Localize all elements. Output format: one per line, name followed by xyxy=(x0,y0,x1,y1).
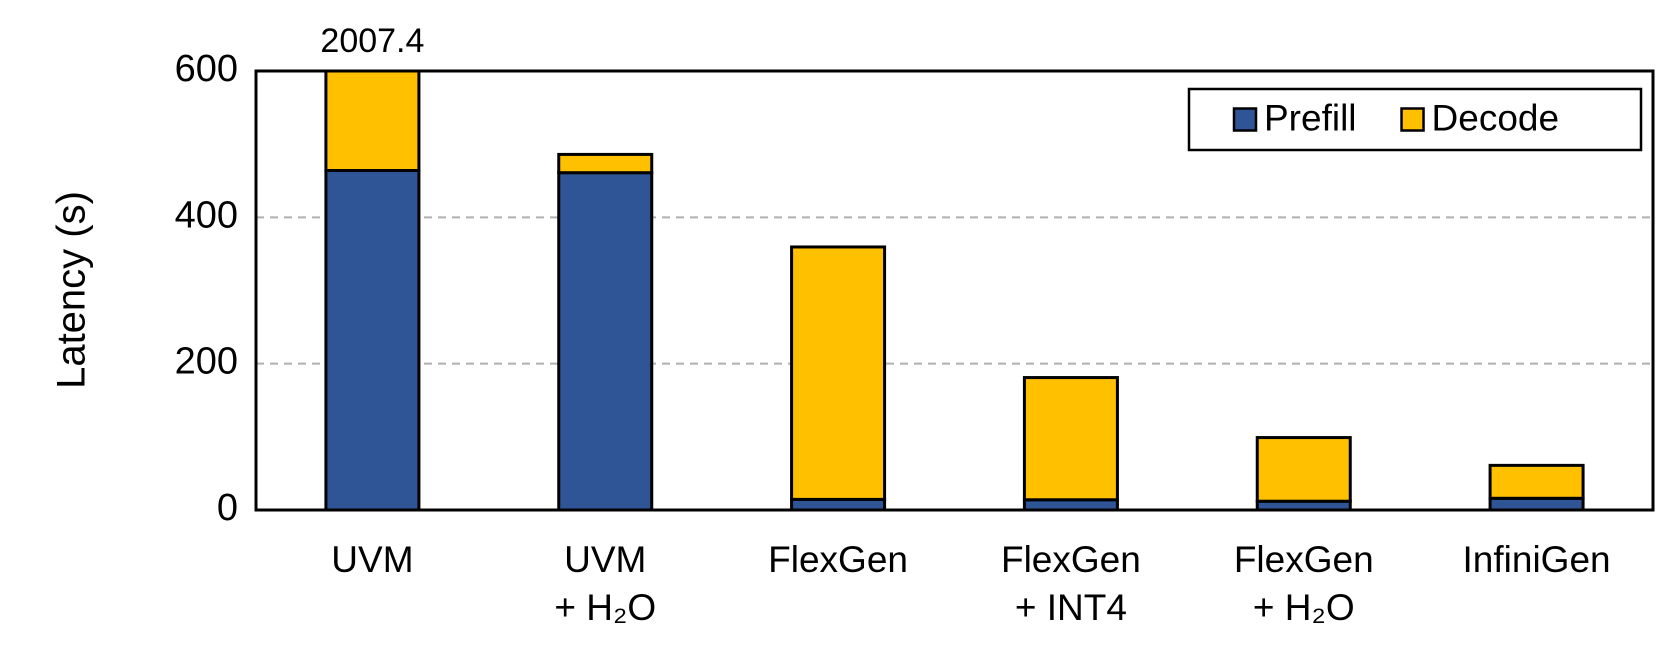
bar-segment xyxy=(790,245,887,501)
bar-segment xyxy=(324,71,421,173)
legend-swatch xyxy=(1232,107,1258,132)
bar-segment xyxy=(1022,498,1119,510)
bar-segment xyxy=(1488,496,1585,510)
y-tick-label: 0 xyxy=(217,487,238,529)
bar-segment xyxy=(790,497,887,510)
legend-swatch xyxy=(1400,107,1425,132)
bars xyxy=(324,71,1585,510)
x-tick-label: FlexGen xyxy=(1001,539,1141,580)
y-tick-label: 200 xyxy=(175,341,238,383)
x-tick-label: InfiniGen xyxy=(1463,539,1611,580)
x-tick-label: UVM xyxy=(331,539,413,580)
bar-segment xyxy=(324,169,421,510)
x-tick-label: + INT4 xyxy=(1015,587,1127,628)
y-axis-label: Latency (s) xyxy=(50,191,94,389)
bar-segment xyxy=(1022,376,1119,502)
x-tick-label: + H₂O xyxy=(1253,587,1355,628)
y-tick-label: 400 xyxy=(175,194,238,236)
x-tick-label: + H₂O xyxy=(554,587,656,628)
x-tick-label: UVM xyxy=(564,539,646,580)
x-tick-label: FlexGen xyxy=(1234,539,1374,580)
bar-segment xyxy=(1488,463,1585,500)
legend-label: Prefill xyxy=(1264,97,1357,138)
legend-label: Decode xyxy=(1432,97,1560,138)
annotation: 2007.4 xyxy=(320,22,424,60)
bar-segment xyxy=(557,171,654,510)
bar-segment xyxy=(557,152,654,175)
bar-segment xyxy=(1255,436,1352,503)
x-tick-label: FlexGen xyxy=(768,539,908,580)
y-tick-label: 600 xyxy=(175,48,238,90)
plot-frame xyxy=(254,69,1655,512)
